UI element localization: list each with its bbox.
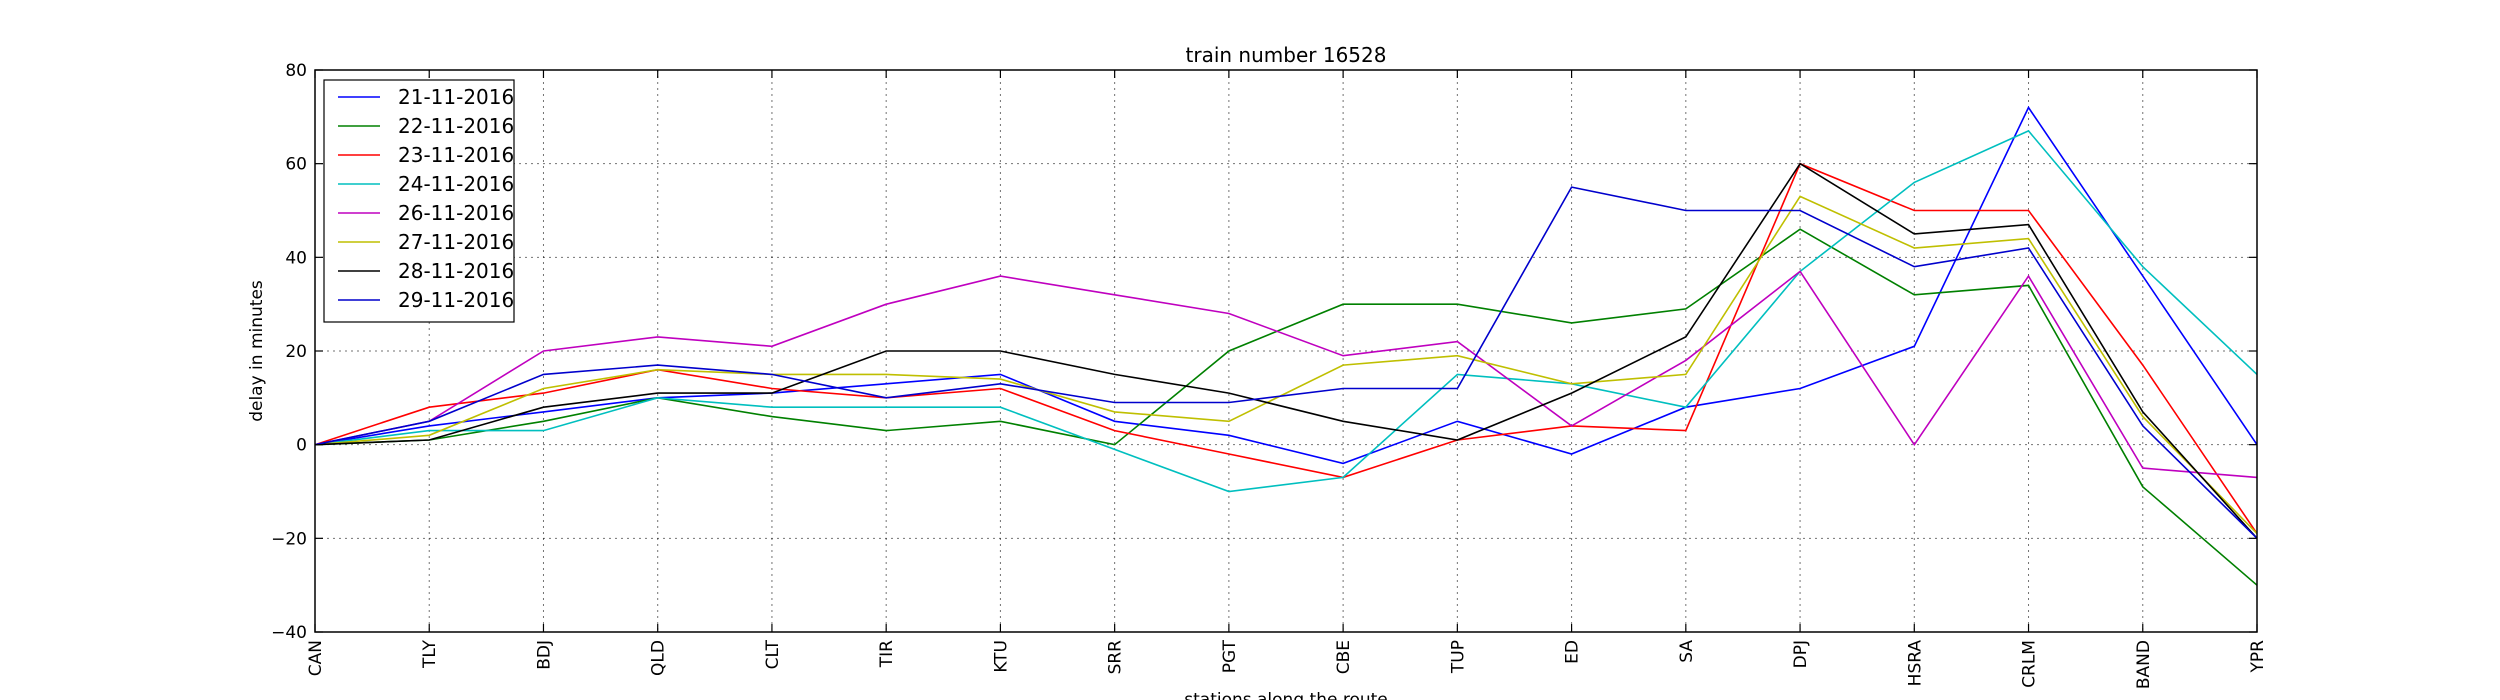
y-tick-label: −40 — [271, 623, 307, 643]
y-axis-label: delay in minutes — [247, 280, 267, 422]
x-tick-label: CLT — [763, 639, 783, 669]
legend-label: 23-11-2016 — [398, 143, 514, 167]
x-tick-label: SRR — [1106, 640, 1126, 675]
y-tick-label: 80 — [285, 61, 307, 81]
x-tick-label: TIR — [877, 640, 897, 668]
series-line-29-11-2016 — [314, 186, 2258, 539]
legend-label: 24-11-2016 — [398, 172, 514, 196]
legend-label: 27-11-2016 — [398, 230, 514, 254]
x-tick-label: BDJ — [534, 640, 554, 670]
grid-lines — [315, 70, 2257, 632]
x-tick-label: TUP — [1448, 640, 1468, 674]
chart-title: train number 16528 — [1186, 43, 1387, 67]
x-tick-label: SA — [1677, 640, 1697, 663]
legend-label: 26-11-2016 — [398, 201, 514, 225]
x-tick-label: HSRA — [1905, 640, 1925, 687]
legend-label: 22-11-2016 — [398, 114, 514, 138]
x-axis-label: stations along the route — [1184, 690, 1388, 700]
y-tick-label: −20 — [271, 529, 307, 549]
legend-label: 28-11-2016 — [398, 259, 514, 283]
legend: 21-11-2016 22-11-2016 23-11-2016 24-11-2016… — [323, 79, 515, 323]
series-line-27-11-2016 — [314, 195, 2258, 535]
series-line-24-11-2016 — [314, 129, 2258, 493]
series-line-21-11-2016 — [314, 105, 2258, 465]
x-tick-label: DPJ — [1791, 640, 1811, 668]
series-line-22-11-2016 — [314, 228, 2258, 586]
y-tick-label: 40 — [285, 248, 307, 268]
legend-label: 21-11-2016 — [398, 85, 514, 109]
legend-box — [323, 79, 515, 323]
y-tick-label: 60 — [285, 155, 307, 175]
series-lines — [314, 105, 2258, 586]
x-tick-label: TLY — [420, 639, 440, 669]
series-line-26-11-2016 — [314, 270, 2258, 479]
x-tick-label: YPR — [2248, 640, 2268, 674]
legend-label: 29-11-2016 — [398, 288, 514, 312]
axis-ticks: CAN TLY BDJ QLD CLT TIR KTU SRR PGT CBE TUP ED SA DPJ… — [271, 61, 2268, 689]
x-tick-label: QLD — [649, 640, 669, 676]
x-tick-label: CBE — [1334, 640, 1354, 674]
plot-background — [315, 70, 2257, 632]
x-tick-label: KTU — [991, 640, 1011, 673]
x-tick-label: PGT — [1220, 639, 1240, 673]
x-tick-label: CAN — [306, 640, 326, 676]
x-tick-label: CRLM — [2020, 640, 2040, 688]
series-line-28-11-2016 — [314, 162, 2258, 539]
x-tick-label: BAND — [2134, 640, 2154, 689]
y-tick-label: 0 — [296, 436, 307, 456]
x-tick-label: ED — [1563, 640, 1583, 664]
y-tick-label: 20 — [285, 342, 307, 362]
